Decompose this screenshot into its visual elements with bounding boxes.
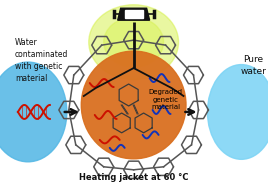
- Text: Pure
water: Pure water: [240, 55, 266, 76]
- Text: Water
contaminated
with genetic
material: Water contaminated with genetic material: [15, 38, 68, 83]
- Bar: [125, 10, 143, 18]
- Ellipse shape: [104, 17, 164, 67]
- Ellipse shape: [81, 51, 186, 159]
- Polygon shape: [118, 8, 150, 20]
- Ellipse shape: [89, 5, 179, 80]
- Text: Degraded
genetic
material: Degraded genetic material: [148, 89, 183, 111]
- Ellipse shape: [207, 65, 269, 159]
- Ellipse shape: [0, 62, 67, 162]
- Text: Heating jacket at 60 °C: Heating jacket at 60 °C: [79, 173, 188, 182]
